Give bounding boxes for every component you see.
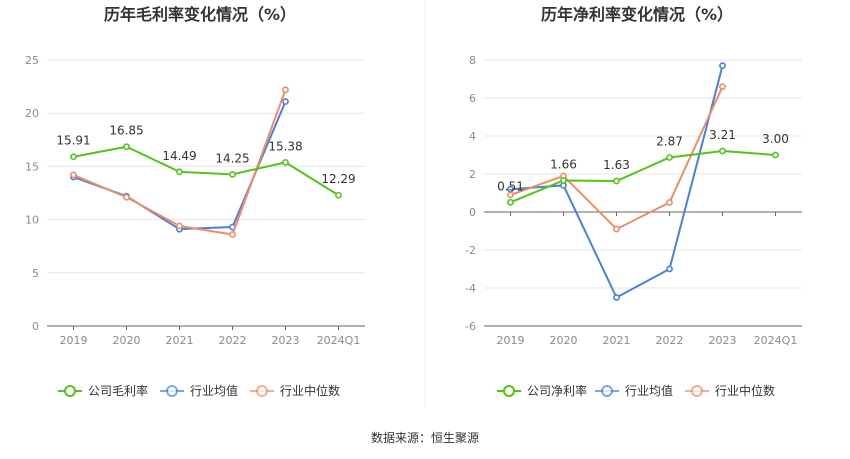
legend-label: 行业均值 [190, 383, 238, 398]
gross-margin-chart: 历年毛利率变化情况（%） 0 5 10 15 20 25 2019 2020 2021 2022 20… [25, 5, 365, 398]
data-label: 12.29 [321, 172, 355, 186]
data-point-company [229, 170, 236, 178]
data-point-company [70, 153, 77, 161]
y-tick-label: 6 [469, 92, 476, 105]
y-tick-label: 25 [25, 54, 39, 67]
data-label: 2.87 [656, 134, 683, 148]
legend-label: 公司净利率 [527, 383, 587, 398]
data-label: 1.63 [603, 158, 630, 172]
data-label: 15.38 [268, 139, 302, 153]
legend-swatch-marker [166, 385, 178, 397]
legend-label: 行业均值 [625, 383, 673, 398]
x-tick-label: 2020 [550, 334, 578, 347]
data-point-industry-median [229, 231, 236, 238]
legend-item-company[interactable]: 公司毛利率 [58, 383, 148, 398]
y-tick-label: 5 [32, 267, 39, 280]
data-point-company [123, 143, 130, 151]
legend-item-industry-median[interactable]: 行业中位数 [685, 383, 775, 398]
x-tick-label: 2024Q1 [754, 334, 798, 347]
data-label: 16.85 [109, 124, 143, 138]
legend-item-industry-mean[interactable]: 行业均值 [595, 383, 673, 398]
y-tick-label: 15 [25, 160, 39, 173]
data-point-company [335, 191, 342, 199]
data-point-industry-mean [719, 62, 726, 70]
data-point-company [772, 151, 779, 159]
legend-label: 行业中位数 [715, 383, 775, 398]
y-tick-label: 0 [32, 320, 39, 333]
data-point-industry-median [70, 171, 77, 179]
series-line-company [510, 150, 776, 204]
y-tick-label: -2 [465, 244, 476, 257]
data-point-company [507, 198, 514, 206]
y-tick-label: 8 [469, 54, 476, 67]
y-tick-label: 20 [25, 107, 39, 120]
data-label: 3.21 [709, 128, 736, 142]
data-point-company [176, 168, 183, 176]
data-point-industry-median [507, 191, 514, 199]
x-tick-label: 2019 [60, 334, 88, 347]
x-tick-label: 2023 [272, 334, 300, 347]
x-tick-label: 2022 [656, 334, 684, 347]
y-tick-label: 2 [469, 168, 476, 181]
chart-title: 历年毛利率变化情况（%） [104, 5, 296, 24]
y-tick-label: -4 [465, 282, 476, 295]
legend-swatch-marker [256, 385, 268, 397]
net-margin-chart: 历年净利率变化情况（%） -6 -4 -2 0 2 4 6 8 2019 2020 2021 2022 2… [465, 5, 802, 398]
data-label: 15.91 [56, 134, 90, 148]
legend-swatch-marker [64, 385, 76, 397]
data-label: 0.51 [497, 179, 524, 193]
data-point-company [282, 158, 289, 166]
data-point-industry-median [176, 222, 183, 230]
legend-item-industry-mean[interactable]: 行业均值 [160, 383, 238, 398]
data-point-industry-median [123, 193, 130, 201]
chart-title: 历年净利率变化情况（%） [541, 5, 733, 24]
data-point-industry-mean [666, 265, 673, 273]
y-tick-label: 10 [25, 214, 39, 227]
data-point-industry-mean [613, 294, 620, 301]
legend-item-company[interactable]: 公司净利率 [497, 383, 587, 398]
x-tick-label: 2022 [219, 334, 247, 347]
data-label: 1.66 [550, 157, 577, 171]
legend-label: 公司毛利率 [88, 383, 148, 398]
data-point-company [613, 177, 620, 185]
data-point-company [719, 147, 726, 155]
y-tick-label: 4 [469, 130, 476, 143]
source-note: 数据来源：恒生聚源 [371, 430, 479, 445]
legend-swatch-marker [503, 385, 515, 397]
x-tick-label: 2021 [166, 334, 194, 347]
series-line-industry-mean [73, 101, 287, 231]
data-point-industry-median [282, 86, 289, 94]
legend-label: 行业中位数 [280, 383, 340, 398]
data-point-industry-median [719, 83, 726, 90]
legend-swatch-marker [691, 385, 703, 397]
data-point-industry-mean [282, 98, 289, 105]
x-tick-label: 2021 [603, 334, 631, 347]
data-point-company [560, 177, 567, 184]
legend-swatch-marker [601, 385, 613, 397]
data-label: 14.25 [215, 151, 249, 165]
y-tick-label: 0 [469, 206, 476, 219]
x-tick-label: 2019 [497, 334, 525, 347]
x-tick-label: 2020 [113, 334, 141, 347]
data-point-company [666, 154, 673, 161]
y-tick-label: -6 [465, 320, 476, 333]
data-label: 3.00 [762, 132, 789, 146]
data-label: 14.49 [162, 149, 196, 163]
x-tick-label: 2023 [709, 334, 737, 347]
series-line-company [73, 145, 340, 197]
data-point-industry-median [613, 225, 620, 233]
legend-item-industry-median[interactable]: 行业中位数 [250, 383, 340, 398]
data-point-industry-median [666, 199, 673, 206]
x-tick-label: 2024Q1 [317, 334, 361, 347]
